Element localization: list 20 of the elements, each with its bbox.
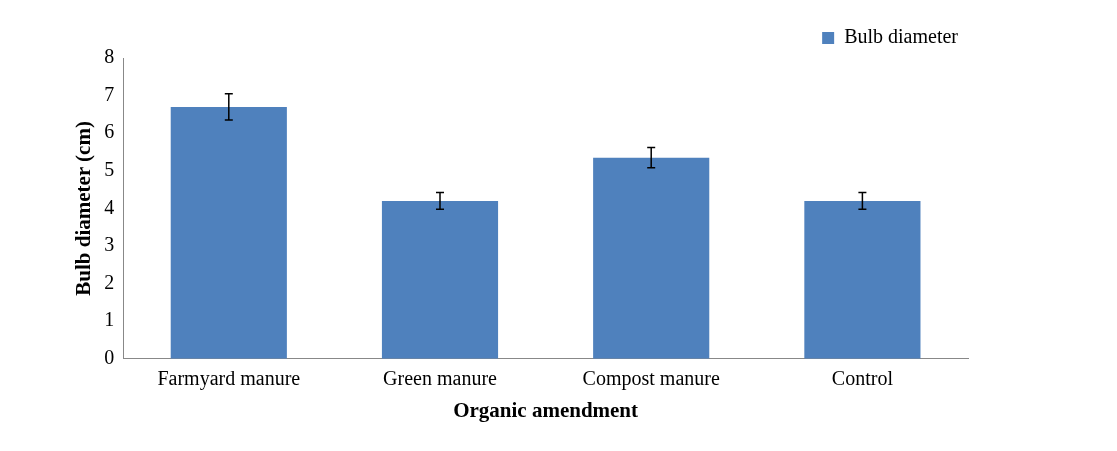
x-tick-label: Green manure [383,367,498,390]
y-tick-label: 4 [104,195,115,218]
y-tick-label: 2 [104,270,115,293]
x-tick-label: Farmyard manure [157,367,301,391]
bar [170,106,287,359]
bar [593,157,710,359]
y-tick-label: 1 [104,308,115,331]
x-tick-label: Compost manure [582,367,720,391]
y-axis-title: Bulb diameter (cm) [71,121,96,296]
y-tick-label: 5 [104,158,115,181]
bar [804,200,921,359]
bar [381,200,499,359]
legend-label: Bulb diameter [844,25,959,48]
y-tick-label: 8 [104,45,115,68]
y-tick-label: 3 [104,233,115,256]
x-tick-label: Control [831,367,894,390]
y-tick-label: 7 [104,82,115,105]
y-tick-label: 6 [104,120,115,143]
y-tick-label: 0 [104,346,115,369]
x-axis-title: Organic amendment [453,397,639,422]
